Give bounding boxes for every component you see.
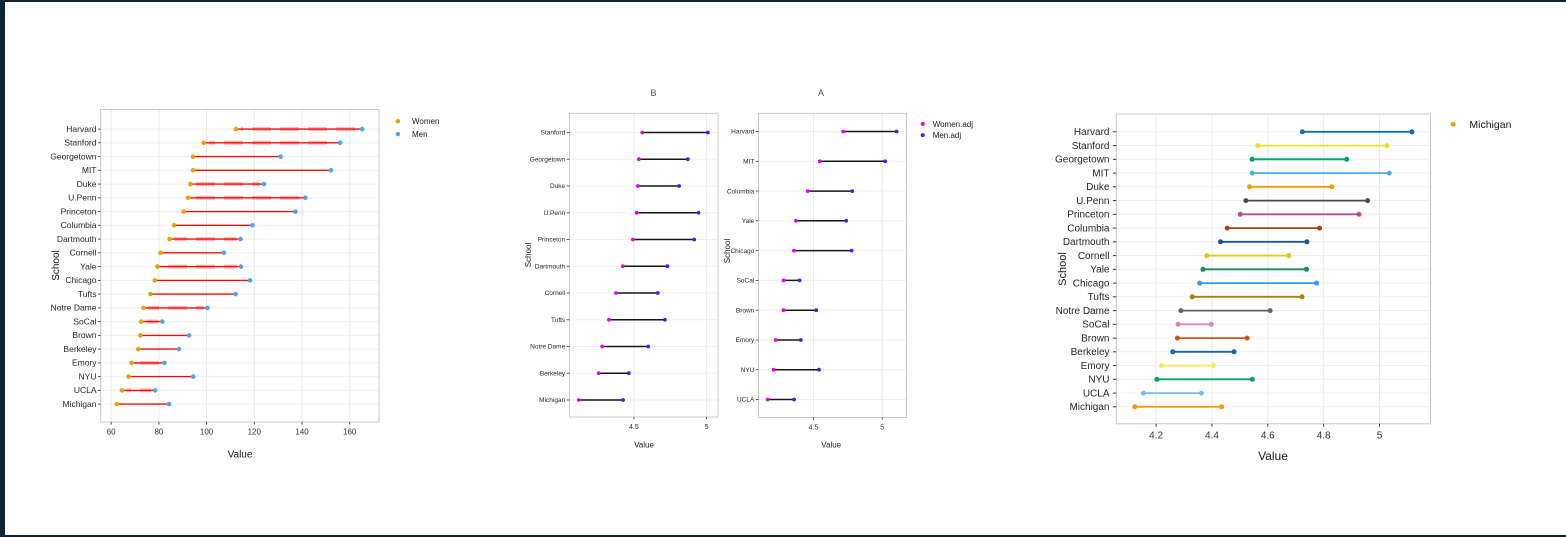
- svg-text:5: 5: [1377, 431, 1383, 442]
- svg-text:Dartmouth: Dartmouth: [535, 263, 566, 270]
- svg-text:100: 100: [200, 428, 214, 437]
- svg-text:NYU: NYU: [79, 371, 97, 381]
- svg-text:Princeton: Princeton: [1067, 210, 1109, 221]
- svg-text:60: 60: [107, 428, 116, 437]
- svg-text:Value: Value: [634, 441, 654, 450]
- svg-text:Dartmouth: Dartmouth: [57, 234, 97, 244]
- svg-text:Georgetown: Georgetown: [530, 156, 566, 163]
- svg-text:Brown: Brown: [1081, 334, 1109, 345]
- svg-text:Brown: Brown: [72, 330, 96, 340]
- svg-text:Michigan: Michigan: [1069, 402, 1109, 413]
- svg-text:Columbia: Columbia: [727, 188, 755, 195]
- svg-text:NYU: NYU: [1088, 375, 1109, 386]
- svg-text:School: School: [1057, 252, 1069, 286]
- svg-text:5: 5: [880, 425, 884, 432]
- svg-text:4.2: 4.2: [1149, 431, 1163, 442]
- svg-text:MIT: MIT: [1092, 169, 1109, 180]
- svg-text:Berkeley: Berkeley: [540, 370, 566, 377]
- svg-text:U.Penn: U.Penn: [68, 193, 97, 203]
- svg-text:UCLA: UCLA: [1083, 389, 1110, 400]
- svg-text:Berkeley: Berkeley: [1071, 347, 1110, 358]
- svg-text:Women.adj: Women.adj: [933, 120, 974, 129]
- svg-text:Emory: Emory: [736, 337, 756, 344]
- svg-text:MIT: MIT: [743, 159, 754, 166]
- svg-text:U.Penn: U.Penn: [1076, 196, 1109, 207]
- svg-text:Princeton: Princeton: [61, 206, 97, 216]
- svg-text:Michigan: Michigan: [62, 399, 96, 409]
- svg-text:A: A: [818, 88, 824, 98]
- svg-text:Cornell: Cornell: [545, 290, 566, 297]
- svg-text:Tufts: Tufts: [1088, 292, 1110, 303]
- svg-text:5: 5: [705, 424, 709, 431]
- svg-text:Women: Women: [412, 117, 439, 126]
- svg-text:Men: Men: [412, 130, 428, 139]
- svg-text:School: School: [51, 250, 62, 281]
- svg-text:Duke: Duke: [77, 179, 97, 189]
- svg-text:Yale: Yale: [80, 261, 97, 271]
- svg-text:Michigan: Michigan: [1469, 119, 1511, 131]
- svg-text:4.4: 4.4: [1205, 431, 1219, 442]
- svg-text:NYU: NYU: [741, 367, 755, 374]
- svg-text:140: 140: [295, 428, 309, 437]
- svg-text:SoCal: SoCal: [73, 316, 96, 326]
- svg-text:Yale: Yale: [742, 218, 755, 225]
- svg-text:Stanford: Stanford: [541, 130, 566, 137]
- svg-text:Tufts: Tufts: [78, 289, 97, 299]
- svg-text:Value: Value: [1258, 449, 1288, 463]
- svg-text:Harvard: Harvard: [66, 124, 97, 134]
- svg-text:Value: Value: [228, 450, 253, 461]
- svg-text:Value: Value: [821, 441, 841, 450]
- svg-text:4.6: 4.6: [1261, 431, 1275, 442]
- svg-text:UCLA: UCLA: [74, 385, 97, 395]
- svg-text:Michigan: Michigan: [539, 397, 565, 404]
- svg-text:Cornell: Cornell: [70, 248, 97, 258]
- svg-text:Princeton: Princeton: [538, 237, 566, 244]
- svg-text:Chicago: Chicago: [1073, 279, 1110, 290]
- svg-text:4.5: 4.5: [809, 425, 819, 432]
- svg-text:4.8: 4.8: [1317, 431, 1331, 442]
- svg-text:Duke: Duke: [550, 183, 566, 190]
- svg-text:Columbia: Columbia: [61, 220, 97, 230]
- svg-text:Duke: Duke: [1086, 182, 1110, 193]
- svg-text:Emory: Emory: [72, 358, 97, 368]
- svg-text:120: 120: [248, 428, 262, 437]
- svg-text:Yale: Yale: [1090, 265, 1110, 276]
- svg-text:Stanford: Stanford: [64, 138, 96, 148]
- svg-text:Dartmouth: Dartmouth: [1063, 237, 1110, 248]
- svg-text:Harvard: Harvard: [731, 129, 755, 136]
- svg-text:160: 160: [343, 428, 357, 437]
- svg-text:Cornell: Cornell: [1078, 251, 1110, 262]
- svg-text:Harvard: Harvard: [1074, 127, 1110, 138]
- svg-text:Chicago: Chicago: [730, 248, 754, 255]
- svg-text:Tufts: Tufts: [551, 317, 566, 324]
- svg-text:4.5: 4.5: [629, 424, 639, 431]
- svg-text:School: School: [723, 239, 732, 264]
- svg-text:Notre Dame: Notre Dame: [51, 303, 97, 313]
- svg-text:MIT: MIT: [82, 165, 97, 175]
- svg-text:Notre Dame: Notre Dame: [530, 344, 565, 351]
- svg-text:SoCal: SoCal: [1082, 320, 1109, 331]
- svg-text:Stanford: Stanford: [1072, 141, 1110, 152]
- svg-text:UCLA: UCLA: [737, 397, 755, 404]
- svg-text:SoCal: SoCal: [737, 278, 755, 285]
- svg-text:B: B: [650, 88, 656, 98]
- svg-text:Georgetown: Georgetown: [1055, 155, 1109, 166]
- svg-text:Columbia: Columbia: [1067, 224, 1110, 235]
- svg-text:Georgetown: Georgetown: [50, 151, 97, 161]
- svg-text:Emory: Emory: [1081, 361, 1110, 372]
- svg-text:Men.adj: Men.adj: [933, 131, 962, 140]
- svg-text:Notre Dame: Notre Dame: [1056, 306, 1110, 317]
- svg-text:Berkeley: Berkeley: [63, 344, 97, 354]
- svg-text:Chicago: Chicago: [65, 275, 96, 285]
- svg-text:80: 80: [154, 428, 163, 437]
- svg-text:Brown: Brown: [736, 307, 755, 314]
- svg-text:School: School: [524, 243, 533, 268]
- svg-text:U.Penn: U.Penn: [544, 210, 566, 217]
